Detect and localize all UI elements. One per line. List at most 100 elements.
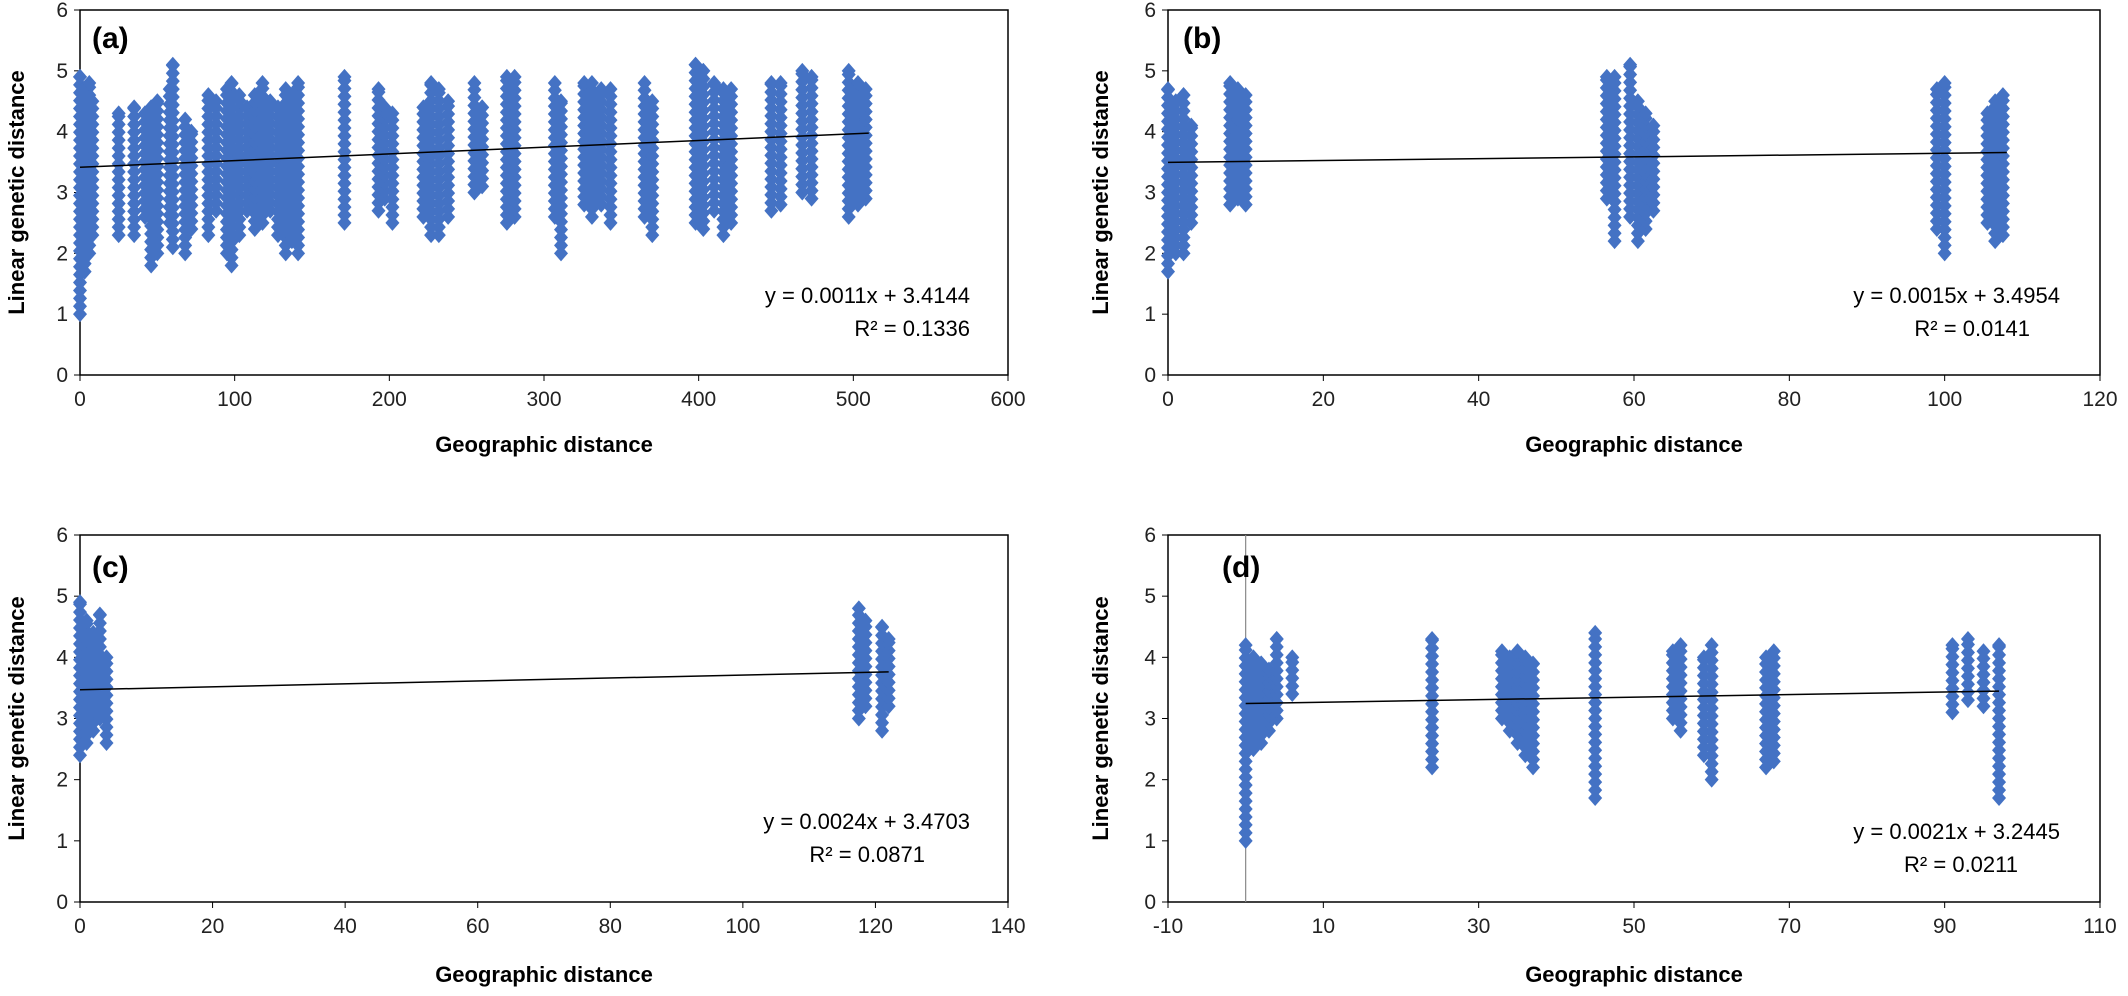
data-point [554,93,569,110]
y-tick-label: 4 [1144,646,1156,669]
x-tick-label: 140 [990,915,1025,938]
y-tick-label: 5 [1144,585,1156,608]
y-tick-label: 3 [1144,182,1156,205]
regression-equation: y = 0.0021x + 3.2445 [1853,819,2060,844]
y-tick-label: 3 [1144,708,1156,731]
panel-label: (b) [1183,22,1221,55]
data-point [1960,630,1975,647]
x-axis-title: Geographic distance [1525,432,1743,457]
x-tick-label: 0 [74,915,86,938]
data-point [1673,637,1688,654]
x-tick-label: 100 [725,915,760,938]
data-point [247,87,262,104]
x-tick-label: 60 [1622,388,1645,411]
y-tick-label: 3 [56,182,68,205]
y-tick-label: 5 [56,60,68,83]
x-tick-label: 80 [599,915,622,938]
x-tick-label: 100 [1927,388,1962,411]
regression-equation: y = 0.0024x + 3.4703 [763,809,970,834]
y-tick-label: 6 [1144,0,1156,22]
data-point [594,81,609,98]
data-point [111,105,126,122]
r-squared-label: R² = 0.1336 [854,316,970,341]
x-tick-label: 100 [217,388,252,411]
data-point [1285,649,1300,666]
y-tick-label: 5 [56,585,68,608]
y-tick-label: 0 [1144,364,1156,387]
data-point [858,612,873,629]
data-point [99,649,114,666]
data-point [232,87,247,104]
trend-line [79,671,889,691]
x-tick-label: 400 [681,388,716,411]
x-tick-label: 40 [1467,388,1490,411]
data-point [73,594,87,611]
data-point [1766,643,1781,660]
x-tick-label: -10 [1153,915,1183,938]
data-point [82,75,97,91]
data-point [851,600,866,617]
data-point [577,75,592,91]
chart-panel-4: 0 1 2 3 4 5 6 -10 10 30 50 70 90 110 Geographic distan… [1088,524,2117,987]
data-point [1425,630,1440,647]
x-tick-label: 30 [1467,915,1490,938]
data-point [1269,630,1284,647]
data-points [1161,56,2010,280]
data-point [441,93,456,110]
y-tick-label: 4 [1144,121,1156,144]
y-axis-title: Linear genetic distance [4,70,29,315]
data-point [1976,643,1991,660]
data-point [1945,637,1960,654]
y-tick-label: 1 [56,303,68,326]
data-point [178,111,193,128]
data-point [1238,87,1253,104]
data-point [716,81,731,98]
y-tick-label: 3 [56,708,68,731]
data-point [1526,655,1541,672]
y-tick-label: 2 [56,242,68,265]
data-point [1184,117,1199,134]
panel-label: (a) [92,22,129,55]
data-point [79,612,94,629]
r-squared-label: R² = 0.0211 [1904,852,2018,877]
x-tick-label: 50 [1622,915,1645,938]
data-point [1992,637,2007,654]
data-point [875,618,890,635]
data-point [1995,87,2010,104]
r-squared-label: R² = 0.0141 [1914,316,2030,341]
data-points [73,594,896,764]
x-tick-label: 0 [1162,388,1174,411]
y-tick-label: 2 [56,769,68,792]
data-points [73,56,873,323]
panel-label: (c) [92,551,129,584]
data-point [1238,637,1253,654]
y-axis-title: Linear genetic distance [4,596,29,841]
x-tick-label: 200 [372,388,407,411]
regression-equation: y = 0.0011x + 3.4144 [765,283,970,308]
data-point [184,123,199,140]
x-tick-label: 70 [1778,915,1801,938]
data-point [881,630,896,647]
data-point [73,68,87,85]
data-point [1937,75,1952,91]
data-point [150,93,165,110]
data-point [841,62,856,79]
x-axis-title: Geographic distance [435,962,653,987]
data-point [371,81,386,98]
x-tick-label: 40 [333,915,356,938]
y-tick-label: 0 [1144,891,1156,914]
data-point [507,68,522,85]
plot-frame [1167,534,2101,903]
y-axis-title: Linear genetic distance [1088,70,1113,315]
data-point [92,606,107,623]
x-tick-label: 110 [2083,915,2116,938]
chart-panel-1: 0 1 2 3 4 5 6 0 100 200 300 400 500 600 Geographic dis… [4,0,1026,457]
data-points [1238,624,2007,849]
trend-line [1167,151,2007,164]
data-point [1646,117,1661,134]
data-point [773,75,788,91]
y-tick-label: 5 [1144,60,1156,83]
trend-line [1245,690,2000,705]
